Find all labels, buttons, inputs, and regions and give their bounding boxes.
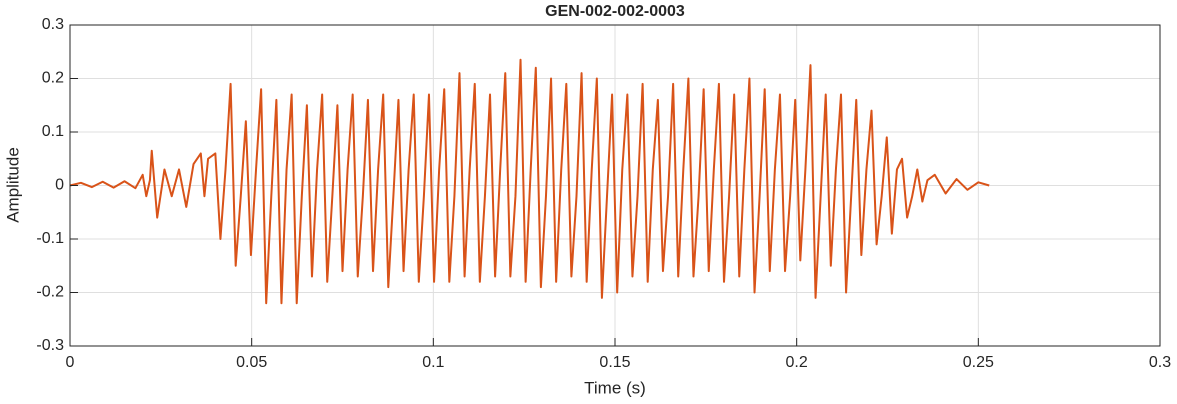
y-tick-label: -0.3 (36, 337, 64, 354)
waveform-line (69, 58, 990, 305)
y-tick-label: 0 (55, 177, 64, 194)
y-tick-label: 0.1 (42, 123, 64, 140)
x-tick-label: 0.25 (963, 354, 994, 371)
y-tick-label: -0.2 (36, 284, 64, 301)
chart-title: GEN-002-002-0003 (545, 3, 685, 20)
y-tick-label: 0.2 (42, 70, 64, 87)
x-axis-label: Time (s) (584, 378, 646, 397)
y-tick-label: 0.3 (42, 16, 64, 33)
x-tick-label: 0.15 (599, 354, 630, 371)
y-tick-label: -0.1 (36, 230, 64, 247)
x-tick-label: 0.2 (786, 354, 808, 371)
x-tick-label: 0.3 (1149, 354, 1171, 371)
y-axis-label: Amplitude (3, 147, 22, 223)
x-tick-label: 0 (66, 354, 75, 371)
x-tick-label: 0.1 (422, 354, 444, 371)
x-tick-label: 0.05 (236, 354, 267, 371)
plot-area (69, 58, 990, 305)
